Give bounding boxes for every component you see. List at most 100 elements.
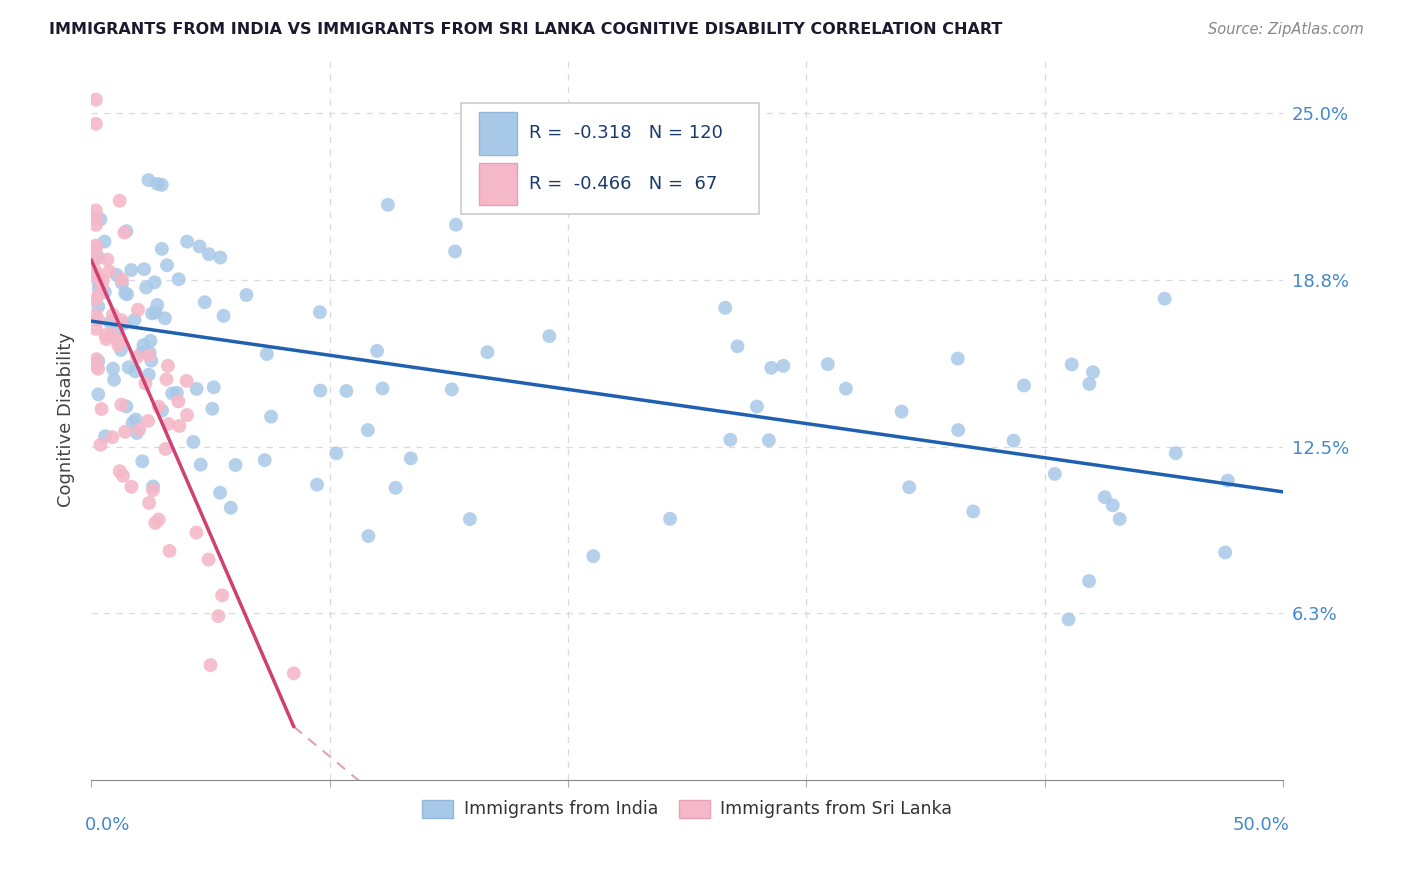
Point	[103, 373, 125, 387]
Point	[190, 458, 212, 472]
Point	[112, 317, 135, 331]
Point	[309, 305, 332, 319]
Point	[582, 549, 605, 564]
Point	[101, 430, 124, 444]
Point	[283, 666, 305, 681]
Point	[87, 361, 110, 376]
Point	[132, 338, 155, 352]
Point	[115, 224, 138, 238]
Point	[108, 464, 131, 478]
Point	[90, 279, 112, 293]
Point	[87, 287, 110, 301]
Point	[138, 368, 160, 382]
Point	[115, 400, 138, 414]
Point	[138, 348, 160, 362]
Point	[84, 93, 107, 107]
FancyBboxPatch shape	[478, 112, 517, 154]
Point	[148, 512, 170, 526]
Point	[761, 360, 783, 375]
Point	[84, 242, 107, 256]
Point	[124, 313, 146, 327]
Point	[124, 364, 146, 378]
Text: R =  -0.466   N =  67: R = -0.466 N = 67	[529, 175, 717, 193]
Point	[89, 438, 111, 452]
Point	[890, 404, 912, 418]
Point	[157, 417, 180, 431]
Point	[156, 359, 179, 373]
Point	[111, 313, 134, 327]
Point	[87, 354, 110, 368]
Point	[384, 481, 406, 495]
Point	[84, 252, 107, 267]
Point	[444, 244, 467, 259]
Point	[93, 235, 115, 249]
Point	[131, 454, 153, 468]
Point	[211, 588, 233, 602]
Point	[399, 451, 422, 466]
Point	[225, 458, 247, 472]
Point	[181, 434, 204, 449]
Point	[745, 400, 768, 414]
Point	[101, 361, 124, 376]
Point	[169, 418, 191, 433]
Point	[366, 343, 388, 358]
Point	[117, 360, 139, 375]
Point	[127, 350, 149, 364]
Point	[84, 218, 107, 232]
Text: Source: ZipAtlas.com: Source: ZipAtlas.com	[1208, 22, 1364, 37]
Point	[194, 295, 217, 310]
Point	[121, 480, 143, 494]
Point	[141, 306, 163, 320]
Point	[714, 301, 737, 315]
Point	[1108, 512, 1130, 526]
Point	[659, 512, 682, 526]
Text: IMMIGRANTS FROM INDIA VS IMMIGRANTS FROM SRI LANKA COGNITIVE DISABILITY CORRELAT: IMMIGRANTS FROM INDIA VS IMMIGRANTS FROM…	[49, 22, 1002, 37]
Point	[94, 328, 117, 343]
Point	[307, 477, 329, 491]
Point	[87, 282, 110, 296]
Point	[120, 263, 142, 277]
Point	[440, 383, 463, 397]
Point	[209, 251, 232, 265]
Point	[444, 218, 467, 232]
Point	[148, 400, 170, 414]
Point	[114, 286, 136, 301]
Legend: Immigrants from India, Immigrants from Sri Lanka: Immigrants from India, Immigrants from S…	[415, 793, 959, 825]
Point	[207, 609, 229, 624]
Point	[176, 408, 198, 422]
Point	[1164, 446, 1187, 460]
Point	[111, 272, 134, 286]
Point	[898, 480, 921, 494]
Point	[110, 398, 132, 412]
Point	[112, 468, 135, 483]
Point	[125, 425, 148, 440]
Point	[197, 552, 219, 566]
Point	[87, 275, 110, 289]
Point	[121, 416, 143, 430]
Point	[260, 409, 283, 424]
Point	[167, 272, 190, 286]
Point	[718, 433, 741, 447]
Point	[150, 242, 173, 256]
Point	[128, 423, 150, 437]
Point	[98, 264, 121, 278]
Point	[87, 313, 110, 327]
Point	[1057, 612, 1080, 626]
Point	[817, 357, 839, 371]
Point	[110, 343, 132, 357]
Point	[176, 235, 198, 249]
Point	[188, 239, 211, 253]
Point	[153, 311, 176, 326]
Point	[139, 346, 162, 360]
Point	[84, 268, 107, 282]
Point	[84, 309, 107, 323]
Point	[84, 238, 107, 252]
Point	[458, 512, 481, 526]
Point	[835, 382, 858, 396]
Point	[84, 117, 107, 131]
Point	[87, 300, 110, 314]
Point	[94, 285, 117, 299]
Point	[143, 275, 166, 289]
Point	[325, 446, 347, 460]
Point	[772, 359, 794, 373]
